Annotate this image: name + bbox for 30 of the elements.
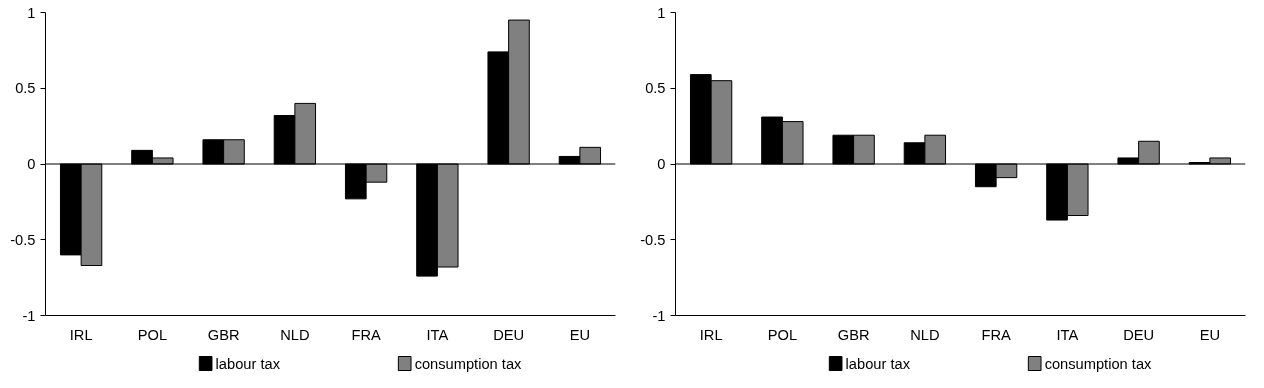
y-tick-label: -1 [22,307,36,324]
y-tick-label: 0.5 [645,80,666,97]
y-tick-label: 0.5 [15,80,36,97]
y-tick-label: 1 [27,4,36,21]
x-tick-label: POL [137,326,168,343]
y-tick-label: -1 [652,307,666,324]
x-tick-label: DEU [1123,326,1155,343]
x-tick-label: EU [569,326,591,343]
legend-label: labour tax [215,355,281,372]
y-tick-label: 0 [27,156,36,172]
x-tick-label: ITA [1056,326,1079,343]
x-tick-label: GBR [837,326,870,343]
y-tick-label: -0.5 [640,231,666,248]
x-tick-label: NLD [280,326,310,343]
y-tick-label: 0 [657,156,666,172]
x-tick-label: IRL [69,326,93,343]
x-tick-label: DEU [493,326,525,343]
x-tick-label: GBR [207,326,240,343]
x-tick-label: IRL [699,326,723,343]
legend-label: labour tax [845,355,911,372]
x-tick-label: FRA [351,326,382,343]
x-tick-label: ITA [426,326,449,343]
x-tick-label: NLD [910,326,940,343]
legend-label: consumption tax [1044,355,1153,372]
x-tick-label: FRA [981,326,1012,343]
x-tick-label: EU [1199,326,1221,343]
legend-label: consumption tax [414,355,523,372]
y-tick-label: -0.5 [10,231,36,248]
y-tick-label: 1 [657,4,666,21]
x-tick-label: POL [767,326,798,343]
